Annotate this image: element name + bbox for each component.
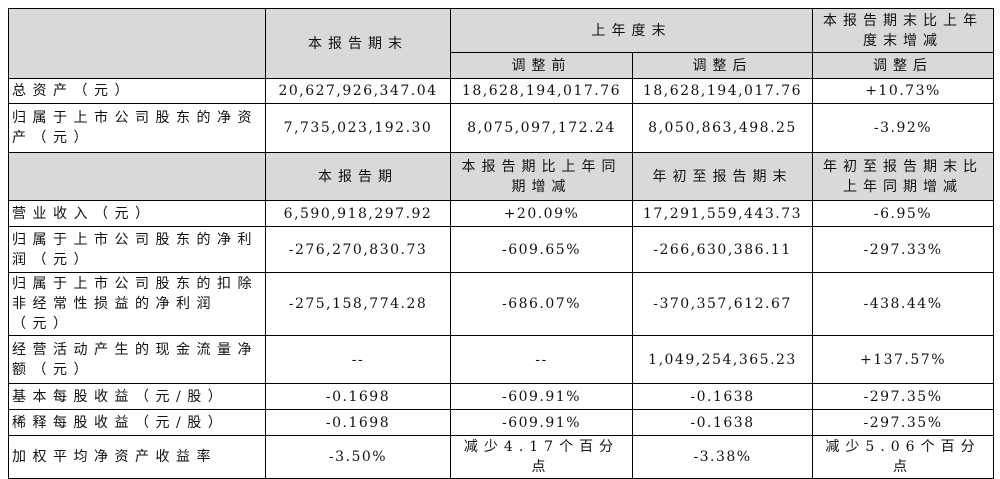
cell: -0.1698	[265, 409, 451, 436]
row: 经营活动产生的现金流量净额（元） -- -- 1,049,254,365.23 +137…	[8, 335, 994, 384]
cell: -276,270,830.73	[265, 226, 451, 273]
cell: -297.35%	[812, 383, 994, 410]
cell: --	[450, 335, 633, 384]
cell: 减少4.17个百分点	[450, 435, 633, 479]
cell: -609.65%	[450, 226, 633, 273]
row: 稀释每股收益（元/股） -0.1698 -609.91% -0.1638 -297.35…	[8, 409, 994, 436]
cell: 18,628,194,017.76	[450, 78, 633, 104]
row: 归属于上市公司股东的扣除非经常性损益的净利润（元） -275,158,774.28…	[8, 272, 994, 336]
cell: -297.33%	[812, 226, 994, 273]
cell: 归属于上市公司股东的扣除非经常性损益的净利润（元）	[8, 272, 266, 336]
cell: 20,627,926,347.04	[265, 78, 451, 104]
cell: 6,590,918,297.92	[265, 200, 451, 227]
cell: 7,735,023,192.30	[265, 103, 451, 153]
cell: 稀释每股收益（元/股）	[8, 409, 266, 436]
cell: -370,357,612.67	[632, 272, 813, 336]
row: 总资产（元） 20,627,926,347.04 18,628,194,017.76…	[8, 78, 994, 104]
cell: 8,050,863,498.25	[632, 103, 813, 153]
cell: -3.50%	[265, 435, 451, 479]
col-header: 上年度末	[450, 8, 813, 53]
col-header: 本报告期末比上年度末增减	[812, 8, 994, 53]
corner	[8, 8, 266, 79]
cell: 本报告期比上年同期增减	[450, 152, 633, 201]
cell: 归属于上市公司股东的净资产（元）	[8, 103, 266, 153]
cell: -6.95%	[812, 200, 994, 227]
cell: -0.1698	[265, 383, 451, 410]
cell: 加权平均净资产收益率	[8, 435, 266, 479]
row: 加权平均净资产收益率 -3.50% 减少4.17个百分点 -3.38% 减少5.06个百…	[8, 435, 994, 479]
header-row: 本报告期 本报告期比上年同期增减 年初至报告期末 年初至报告期末比上年同期增减	[8, 152, 994, 201]
sub-header: 调整后	[812, 52, 994, 79]
cell: 本报告期	[265, 152, 451, 201]
financial-table: 本报告期末 上年度末 本报告期末比上年度末增减 调整前 调整后 调整后 总资产（…	[8, 8, 994, 479]
cell: -297.35%	[812, 409, 994, 436]
cell: +137.57%	[812, 335, 994, 384]
cell: -438.44%	[812, 272, 994, 336]
cell: 总资产（元）	[8, 78, 266, 104]
row: 营业收入（元） 6,590,918,297.92 +20.09% 17,291,559…	[8, 200, 994, 227]
page: 本报告期末 上年度末 本报告期末比上年度末增减 调整前 调整后 调整后 总资产（…	[8, 8, 994, 479]
cell: 营业收入（元）	[8, 200, 266, 227]
cell: +10.73%	[812, 78, 994, 104]
cell: 17,291,559,443.73	[632, 200, 813, 227]
cell: -3.92%	[812, 103, 994, 153]
cell: 年初至报告期末比上年同期增减	[812, 152, 994, 201]
cell: +20.09%	[450, 200, 633, 227]
cell: 归属于上市公司股东的净利润（元）	[8, 226, 266, 273]
cell: 基本每股收益（元/股）	[8, 383, 266, 410]
cell: -266,630,386.11	[632, 226, 813, 273]
cell: 1,049,254,365.23	[632, 335, 813, 384]
cell: -0.1638	[632, 409, 813, 436]
cell: -0.1638	[632, 383, 813, 410]
cell: 经营活动产生的现金流量净额（元）	[8, 335, 266, 384]
sub-header: 调整前	[450, 52, 633, 79]
cell: -275,158,774.28	[265, 272, 451, 336]
cell: 年初至报告期末	[632, 152, 813, 201]
cell: 减少5.06个百分点	[812, 435, 994, 479]
cell: 18,628,194,017.76	[632, 78, 813, 104]
cell: -609.91%	[450, 409, 633, 436]
cell: -609.91%	[450, 383, 633, 410]
cell	[8, 152, 266, 201]
row: 归属于上市公司股东的净资产（元） 7,735,023,192.30 8,075,09…	[8, 103, 994, 153]
cell: --	[265, 335, 451, 384]
cell: 8,075,097,172.24	[450, 103, 633, 153]
cell: -686.07%	[450, 272, 633, 336]
col-header: 本报告期末	[265, 8, 451, 79]
cell: -3.38%	[632, 435, 813, 479]
row: 归属于上市公司股东的净利润（元） -276,270,830.73 -609.65% -…	[8, 226, 994, 273]
sub-header: 调整后	[632, 52, 813, 79]
row: 基本每股收益（元/股） -0.1698 -609.91% -0.1638 -297.35…	[8, 383, 994, 410]
